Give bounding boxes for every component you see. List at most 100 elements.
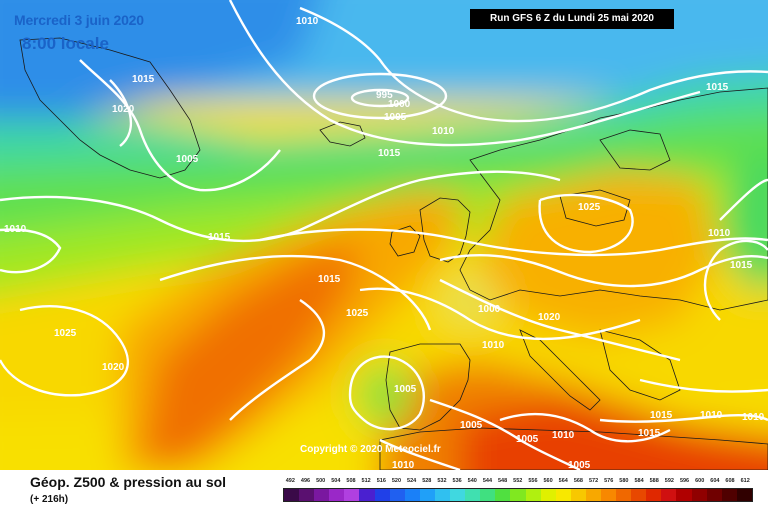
isobar-label: 1025 — [346, 308, 369, 319]
color-scale-swatch — [525, 489, 541, 501]
color-scale-swatch — [450, 489, 466, 501]
color-scale-swatch — [661, 489, 677, 501]
isobar-label: 1015 — [730, 260, 753, 271]
color-scale-swatch — [691, 489, 707, 501]
color-scale-swatch — [314, 489, 330, 501]
color-scale-swatch — [434, 489, 451, 501]
isobar-label: 1010 — [296, 16, 319, 27]
color-scale-swatch — [616, 489, 632, 501]
color-scale-swatch — [631, 489, 647, 501]
isobar-label: 995 — [376, 90, 393, 101]
isobar-label: 1015 — [318, 274, 341, 285]
color-scale-label: 508 — [346, 478, 356, 484]
isobar-label: 1015 — [706, 82, 729, 93]
color-scale-swatch — [419, 489, 435, 501]
isobar-label: 1010 — [432, 126, 455, 137]
isobar-label: 1010 — [4, 224, 27, 235]
isobar-label: 1015 — [132, 74, 155, 85]
color-scale-swatch — [374, 489, 390, 501]
run-info: Run GFS 6 Z du Lundi 25 mai 2020 — [470, 9, 674, 29]
color-scale-label: 536 — [452, 478, 462, 484]
isobar-label: 1010 — [708, 228, 731, 239]
color-scale-swatch — [676, 489, 692, 501]
land-outlines — [19, 37, 768, 470]
isobar-label: 1015 — [208, 232, 231, 243]
color-scale-label: 492 — [285, 478, 295, 484]
isobar-label: 1005 — [384, 112, 407, 123]
isobar-label: 1025 — [54, 328, 77, 339]
isobar-label: 1015 — [378, 148, 401, 159]
color-scale-label: 588 — [649, 478, 659, 484]
color-scale-label: 580 — [619, 478, 629, 484]
isobar-label: 1020 — [102, 362, 125, 373]
color-scale-label: 504 — [331, 478, 341, 484]
isobar-label: 1025 — [578, 202, 601, 213]
color-scale-swatches — [283, 488, 753, 502]
weather-map: 1010 995 1000 1005 1015 1020 1005 1010 1015 1015 1… — [0, 0, 768, 470]
isobar-label: 1010 — [742, 412, 765, 423]
color-scale-swatch — [570, 489, 586, 501]
color-scale-swatch — [495, 489, 511, 501]
z500-color-field — [0, 0, 768, 470]
isobar-label: 1010 — [700, 410, 723, 421]
color-scale-label: 596 — [679, 478, 690, 484]
color-scale-label: 520 — [391, 478, 402, 484]
color-scale-swatch — [721, 489, 737, 501]
color-scale-swatch — [585, 489, 601, 501]
isobar-labels: 1010995100010051015102010051010101510151… — [4, 16, 765, 470]
color-scale-label: 528 — [422, 478, 432, 484]
isobar-label: 1005 — [394, 384, 417, 395]
map-title: Géop. Z500 & pression au sol — [30, 474, 227, 490]
color-scale-label: 576 — [604, 478, 614, 484]
color-scale-swatch — [736, 489, 752, 501]
color-scale-label: 572 — [588, 478, 599, 484]
color-scale-label: 500 — [316, 478, 326, 484]
color-scale-swatch — [510, 489, 526, 501]
color-scale-swatch — [284, 489, 300, 501]
color-scale-label: 568 — [573, 478, 583, 484]
color-scale-swatch — [540, 489, 556, 501]
color-scale-swatch — [329, 489, 345, 501]
color-scale-swatch — [404, 489, 420, 501]
isobar-label: 1015 — [638, 428, 661, 439]
color-scale-label: 540 — [467, 478, 477, 484]
color-scale-swatch — [344, 489, 360, 501]
color-scale-label: 516 — [376, 478, 386, 484]
forecast-time: 8:00 locale — [22, 34, 109, 53]
color-scale-label: 604 — [710, 478, 720, 484]
color-scale-label: 548 — [498, 478, 508, 484]
isobar-label: 1005 — [568, 460, 591, 470]
color-scale-labels: 492 496 500 504 508 512 516 520 524 528 532 536 540 5… — [283, 478, 753, 488]
color-scale-label: 564 — [558, 478, 568, 484]
geopotential-map-canvas: 1010995100010051015102010051010101510151… — [0, 0, 768, 470]
isobar-label: 1000 — [388, 99, 411, 110]
color-scale-swatch — [600, 489, 617, 501]
copyright: Copyright © 2020 Meteociel.fr — [300, 444, 441, 455]
footer: Géop. Z500 & pression au sol (+ 216h) 49… — [0, 470, 768, 512]
isobar-label: 1005 — [516, 434, 539, 445]
isobar-label: 1010 — [482, 340, 505, 351]
color-scale-swatch — [299, 489, 315, 501]
isobar-label: 1020 — [538, 312, 561, 323]
color-scale-label: 524 — [407, 478, 417, 484]
isobar-label: 1005 — [176, 154, 199, 165]
isobar-label: 1015 — [650, 410, 673, 421]
color-scale-swatch — [646, 489, 662, 501]
isobar-label: 1010 — [552, 430, 575, 441]
forecast-date: Mercredi 3 juin 2020 — [14, 12, 144, 28]
color-scale-swatch — [465, 489, 481, 501]
isobar-label: 1010 — [392, 460, 415, 470]
isobars — [0, 0, 768, 470]
color-scale-label: 584 — [634, 478, 644, 484]
color-scale-swatch — [480, 489, 496, 501]
color-scale-swatch — [555, 489, 571, 501]
isobar-label: 1000 — [478, 304, 501, 315]
color-scale-label: 560 — [543, 478, 553, 484]
isobar-label: 1005 — [460, 420, 483, 431]
isobar-label: 1020 — [112, 104, 135, 115]
color-scale-label: 608 — [725, 478, 735, 484]
color-scale-swatch — [706, 489, 722, 501]
color-scale-swatch — [359, 489, 375, 501]
color-scale-label: 600 — [695, 478, 705, 484]
color-scale-label: 512 — [361, 478, 371, 484]
